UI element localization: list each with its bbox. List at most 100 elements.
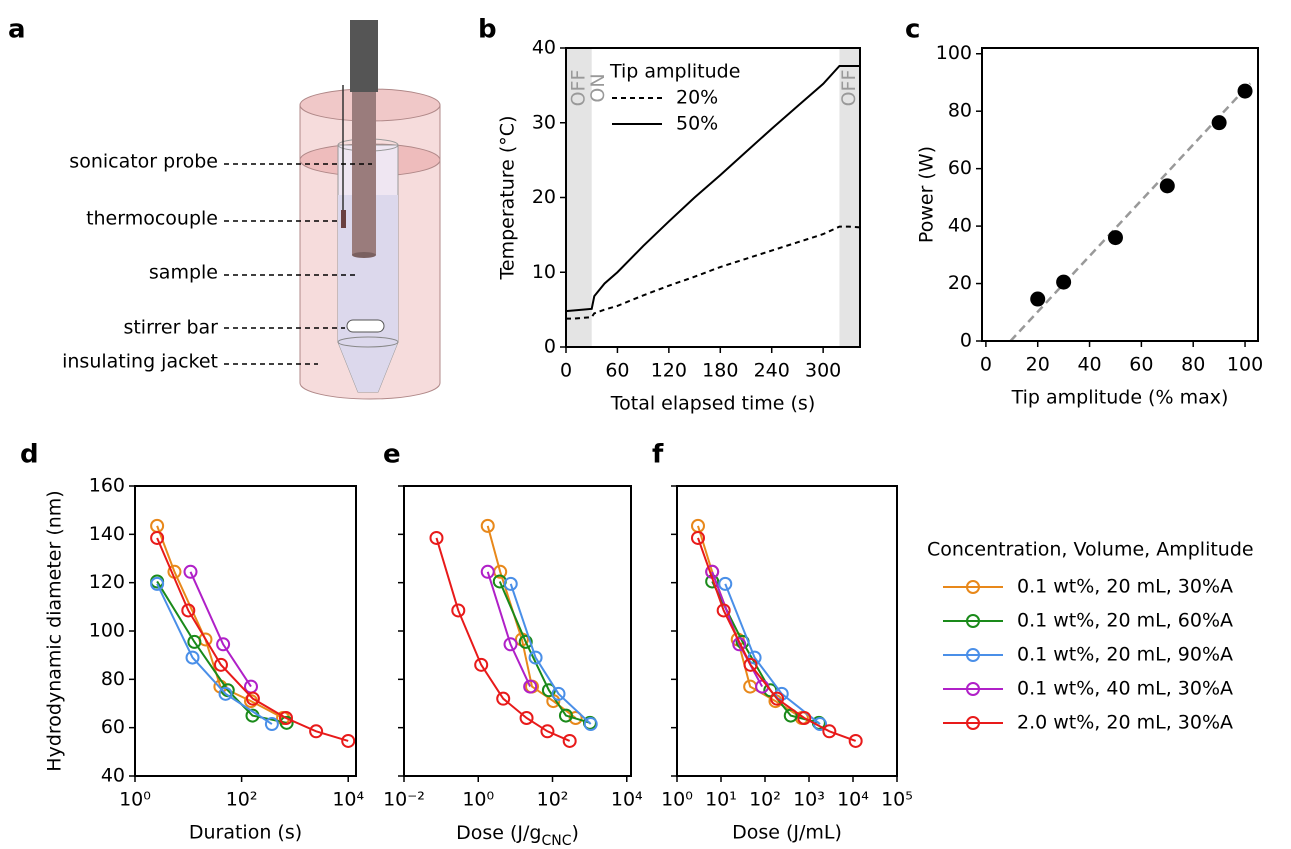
- y-tick-label: 20: [948, 272, 972, 294]
- panel-letter: f: [652, 440, 664, 470]
- region-label: OFF: [567, 70, 589, 107]
- legend-marker: [966, 648, 980, 662]
- y-axis-label: Power (W): [916, 146, 938, 243]
- x-tick-label: 10⁵: [881, 789, 913, 811]
- legend-label: 0.1 wt%, 20 mL, 90%A: [1017, 644, 1233, 666]
- x-tick-label: 10¹: [705, 789, 737, 811]
- series-line: [156, 537, 349, 742]
- x-tick-label: 10⁻²: [383, 789, 425, 811]
- region-label: OFF: [838, 70, 860, 107]
- series-line: [724, 583, 821, 725]
- marker: [743, 657, 758, 672]
- x-tick-label: 10²: [226, 789, 258, 811]
- x-tick-label: 10⁰: [119, 789, 151, 811]
- panel-letter: b: [478, 15, 497, 45]
- diagram-label: thermocouple: [86, 208, 218, 230]
- x-axis-label: Dose (J/gCNC): [456, 822, 579, 849]
- y-tick-label: 40: [532, 37, 556, 59]
- marker: [279, 715, 294, 730]
- point: [1107, 230, 1123, 246]
- marker: [480, 564, 495, 579]
- marker: [732, 637, 747, 652]
- x-tick-label: 10⁰: [462, 789, 494, 811]
- marker: [187, 634, 202, 649]
- y-tick-label: 60: [948, 157, 972, 179]
- legend-marker: [966, 580, 980, 594]
- series-line: [566, 225, 861, 320]
- marker: [848, 733, 863, 748]
- panel-letter: a: [8, 15, 26, 45]
- x-axis-label-part: Dose (J/g: [456, 822, 541, 844]
- x-tick-label: 60: [605, 360, 629, 382]
- series-line: [189, 571, 252, 688]
- y-axis-label: Temperature (°C): [497, 116, 519, 281]
- marker: [690, 530, 705, 545]
- marker: [150, 576, 165, 591]
- legend-title: Tip amplitude: [609, 61, 740, 83]
- fit-line: [1009, 82, 1252, 342]
- marker: [519, 711, 534, 725]
- y-tick-label: 160: [89, 475, 125, 497]
- y-tick-label: 140: [89, 523, 125, 545]
- x-axis-label: Duration (s): [189, 822, 302, 844]
- x-tick-label: 40: [1077, 354, 1101, 376]
- series-line: [711, 581, 820, 724]
- y-tick-label: 80: [101, 668, 125, 690]
- marker: [822, 724, 837, 739]
- y-axis-label: Hydrodynamic diameter (nm): [44, 490, 66, 771]
- x-tick-label: 0: [560, 360, 572, 382]
- probe-horn: [350, 20, 378, 92]
- axes-frame: [981, 47, 1259, 342]
- panel: c 0 20 40 60 80 100 0 20 40 60 80 100 Tip amplitude (…: [905, 15, 1263, 409]
- marker: [181, 603, 196, 618]
- marker: [797, 711, 812, 725]
- marker: [503, 576, 518, 591]
- y-tick-label: 40: [948, 215, 972, 237]
- marker: [213, 657, 228, 672]
- point: [1237, 83, 1253, 99]
- point: [1159, 178, 1175, 194]
- marker: [451, 603, 466, 618]
- x-tick-label: 10⁴: [332, 789, 364, 811]
- legend-marker: [966, 682, 980, 696]
- marker: [309, 724, 324, 739]
- x-tick-label: 20: [1026, 354, 1050, 376]
- series-line: [711, 571, 763, 688]
- panel-letter: d: [20, 440, 39, 470]
- marker: [216, 637, 231, 652]
- legend-label: 0.1 wt%, 40 mL, 30%A: [1017, 678, 1233, 700]
- legend-label: 0.1 wt%, 20 mL, 30%A: [1017, 576, 1233, 598]
- y-tick-label: 30: [532, 111, 556, 133]
- marker: [496, 691, 511, 706]
- marker: [770, 691, 785, 706]
- x-tick-label: 10²: [749, 789, 781, 811]
- marker: [245, 691, 260, 706]
- marker: [185, 650, 200, 665]
- panel: d 10⁰ 10² 10⁴ 40 60 80 100 120 140 160 Duration (s)…: [20, 440, 364, 844]
- marker: [558, 708, 573, 723]
- marker: [503, 637, 518, 652]
- x-tick-label: 10³: [793, 789, 825, 811]
- marker: [183, 564, 198, 579]
- y-tick-label: 80: [948, 100, 972, 122]
- marker: [551, 686, 566, 701]
- diagram-label: sample: [149, 262, 218, 284]
- legend-title: Concentration, Volume, Amplitude: [927, 539, 1254, 561]
- probe-end: [352, 252, 376, 258]
- stirrer-bar: [346, 319, 385, 333]
- x-tick-label: 10⁴: [837, 789, 869, 811]
- marker: [540, 724, 555, 739]
- diagram: a sonicator probe thermocouple sample st…: [8, 15, 441, 400]
- diagram-label: insulating jacket: [62, 351, 218, 373]
- point: [1030, 291, 1046, 307]
- x-tick-label: 10⁰: [661, 789, 693, 811]
- series-line: [435, 537, 571, 742]
- legend-label: 0.1 wt%, 20 mL, 60%A: [1017, 610, 1233, 632]
- y-tick-label: 10: [532, 261, 556, 283]
- diagram-label: stirrer bar: [123, 317, 218, 339]
- series-line: [156, 580, 287, 724]
- x-tick-label: 80: [1181, 354, 1205, 376]
- y-tick-label: 60: [101, 716, 125, 738]
- x-axis-label: Total elapsed time (s): [610, 393, 815, 415]
